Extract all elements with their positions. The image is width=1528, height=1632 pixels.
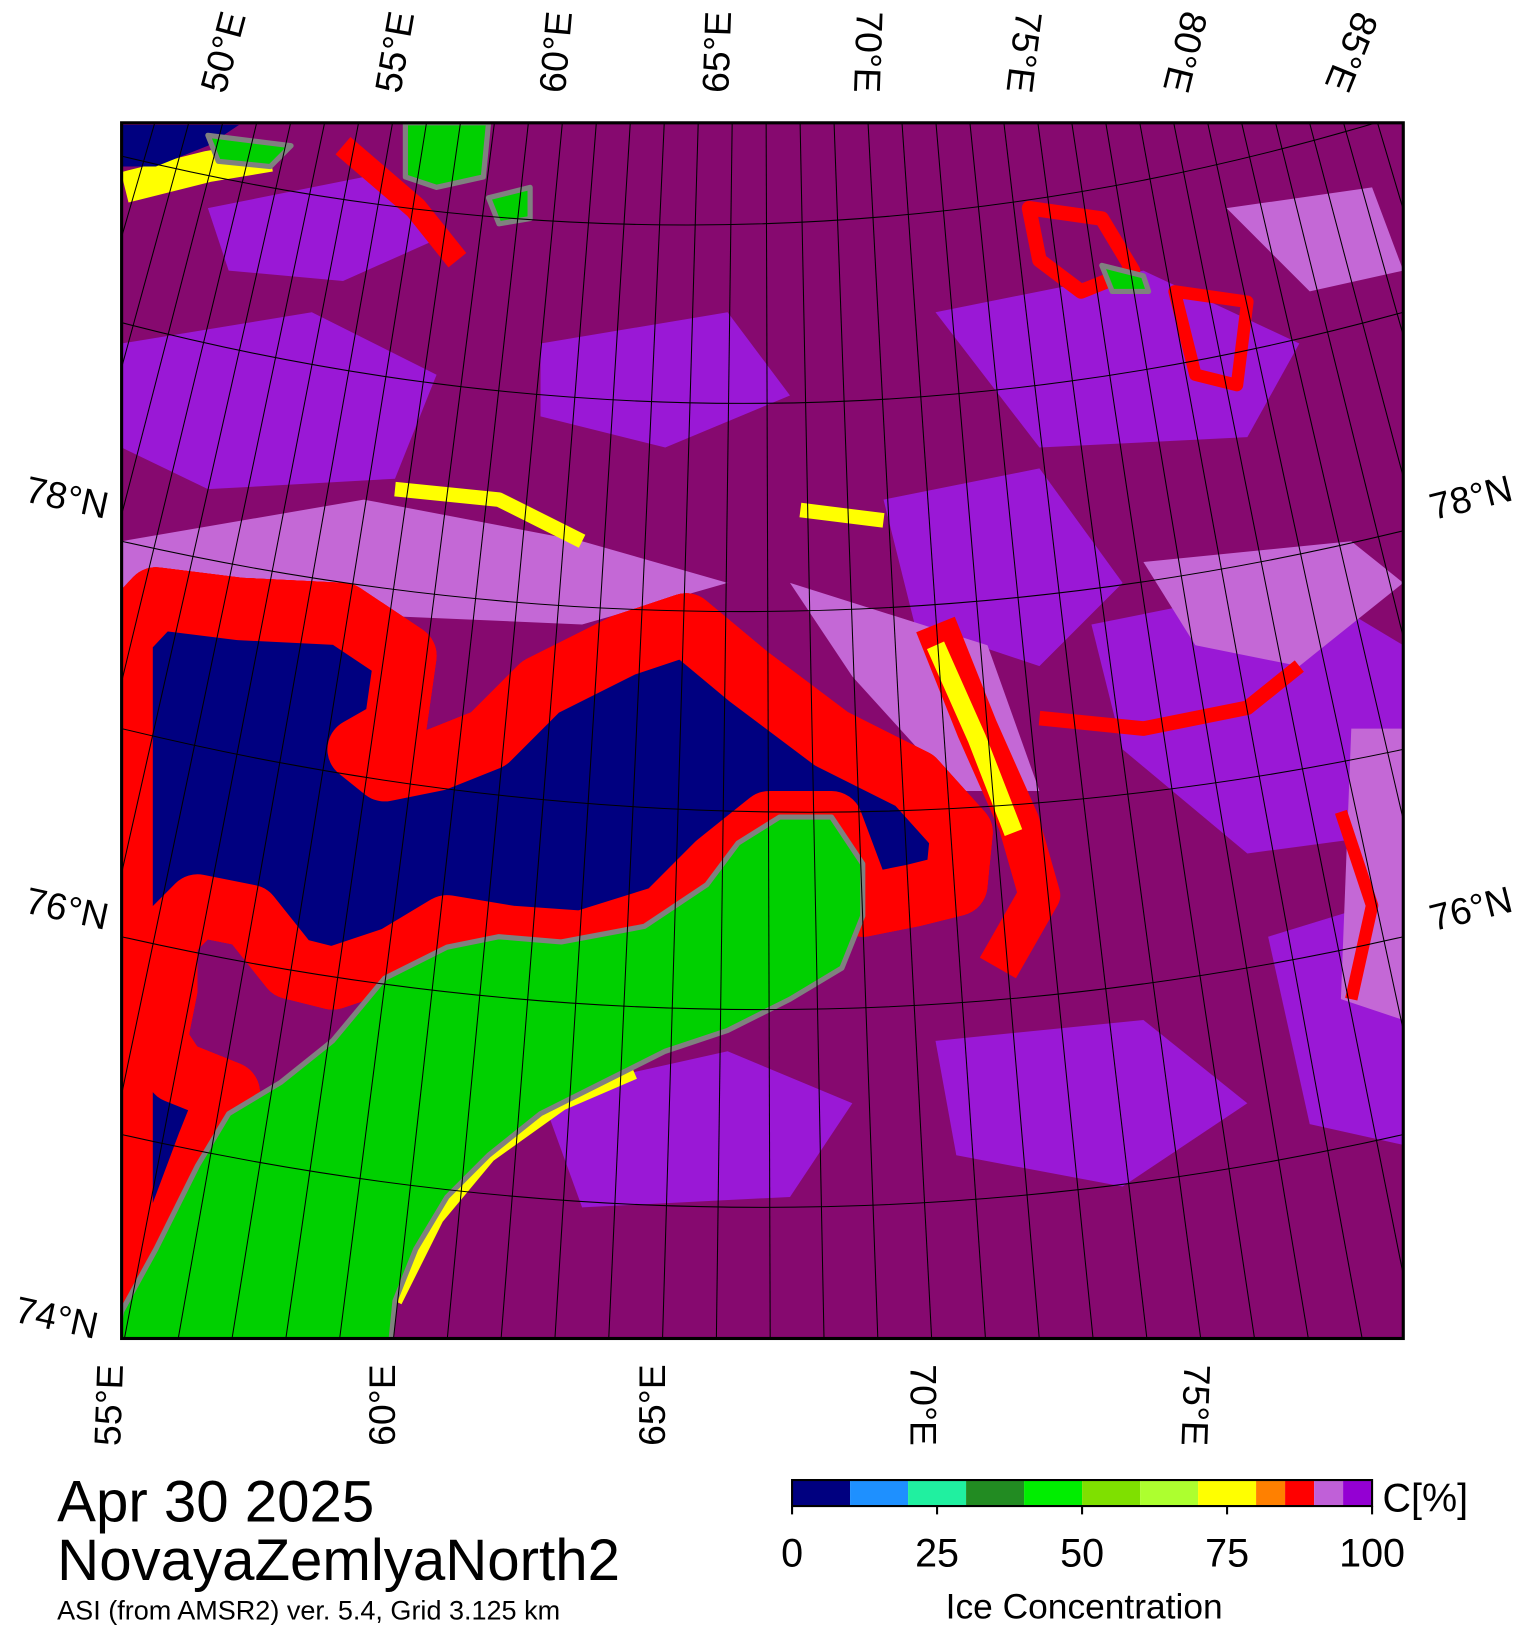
colorbar-segment [850, 1480, 909, 1507]
colorbar: 0 25 50 75 100 C[%] Ice Concentration [781, 1476, 1468, 1626]
colorbar-segment [1285, 1480, 1315, 1507]
meridian [500, 122, 597, 1339]
meridian [608, 122, 665, 1339]
meridian [1241, 122, 1404, 823]
lon-label: 65°E [694, 10, 739, 93]
meridian [446, 122, 563, 1339]
meridian [121, 122, 292, 876]
colorbar-segment [966, 1480, 1025, 1507]
meridian [1484, 42, 1528, 1353]
meridian [1173, 122, 1404, 1278]
meridian [554, 122, 631, 1339]
lon-label: 60°E [531, 9, 580, 94]
meridian [935, 122, 1040, 1339]
lat-label: 76°N [1425, 878, 1516, 939]
lat-label: 78°N [1425, 467, 1516, 528]
meridian [1037, 122, 1202, 1339]
meridian [715, 122, 733, 1339]
colorbar-segment [1314, 1480, 1344, 1507]
meridian [1419, 42, 1528, 1353]
colorbar-segment [1082, 1480, 1141, 1507]
lon-label: 55°E [86, 1364, 131, 1447]
lon-label: 70°E [846, 11, 891, 94]
lon-label: 85°E [1317, 7, 1386, 98]
meridian [177, 122, 394, 1339]
lon-label: 60°E [361, 1364, 403, 1446]
meridian [765, 122, 771, 1339]
graticule [0, 42, 1528, 1353]
map-frame [120, 121, 1405, 1341]
region-name: NovayaZemlyaNorth2 [57, 1528, 620, 1593]
meridian [799, 122, 825, 1339]
meridian [1309, 122, 1404, 479]
meridian [833, 122, 879, 1339]
meridian [969, 122, 1094, 1339]
colorbar-segment [1024, 1480, 1083, 1507]
lon-label: 75°E [1173, 1364, 1218, 1447]
meridian [1342, 122, 1404, 338]
meridian [901, 122, 986, 1339]
lat-label: 78°N [22, 468, 113, 527]
colorbar-tick-label: 100 [1339, 1531, 1405, 1575]
lon-label: 80°E [1155, 7, 1215, 96]
meridian [1003, 122, 1148, 1339]
meridian [1451, 42, 1528, 1353]
meridian [231, 122, 428, 1339]
meridian [662, 122, 699, 1339]
meridian [392, 122, 529, 1339]
colorbar-title: Ice Concentration [946, 1587, 1223, 1626]
meridian [0, 42, 113, 1353]
meridian [121, 122, 190, 370]
colorbar-tick-label: 25 [915, 1531, 959, 1575]
lon-label: 70°E [903, 1364, 945, 1446]
meridian [1275, 122, 1404, 640]
date: Apr 30 2025 [57, 1470, 374, 1535]
colorbar-segment [1140, 1480, 1199, 1507]
colorbar-tick-label: 0 [781, 1531, 803, 1575]
meridian [1139, 122, 1363, 1339]
source-note: ASI (from AMSR2) ver. 5.4, Grid 3.125 km [57, 1595, 560, 1625]
meridian [1071, 122, 1256, 1339]
meridian [1207, 122, 1404, 1033]
meridian [1386, 42, 1528, 1353]
lon-label: 65°E [631, 1364, 673, 1446]
meridian [867, 122, 933, 1339]
colorbar-segment [1343, 1480, 1373, 1507]
meridian [0, 42, 80, 1353]
meridian [123, 122, 360, 1339]
meridian [339, 122, 495, 1339]
meridian [121, 122, 224, 517]
graticule-labels: 78°N 76°N 74°N 78°N 76°N 50°E 55°E 60°E 65°E 70°E… [12, 7, 1517, 1447]
colorbar-tick-label: 75 [1205, 1531, 1249, 1575]
map-area [0, 42, 1528, 1353]
colorbar-tick-label: 50 [1060, 1531, 1104, 1575]
meridian [121, 122, 326, 1097]
lat-label: 74°N [12, 1288, 103, 1347]
meridian [1105, 122, 1309, 1339]
colorbar-segment [908, 1480, 967, 1507]
lat-label: 76°N [22, 879, 113, 938]
land [121, 122, 1152, 1339]
meridian [1517, 42, 1528, 1353]
colorbar-segment [1198, 1480, 1257, 1507]
lon-label: 55°E [367, 8, 422, 96]
lon-label: 50°E [192, 7, 254, 97]
colorbar-unit: C[%] [1382, 1476, 1468, 1520]
lon-label: 75°E [999, 9, 1051, 95]
meridian [285, 122, 461, 1339]
meridian [0, 42, 48, 1353]
colorbar-segment [1256, 1480, 1286, 1507]
meridian [121, 122, 258, 685]
colorbar-segment [792, 1480, 851, 1507]
